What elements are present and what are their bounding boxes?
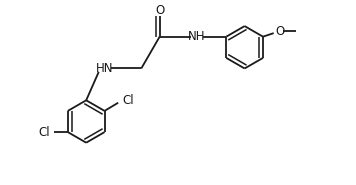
Text: O: O: [275, 25, 284, 38]
Text: Cl: Cl: [122, 94, 134, 107]
Text: NH: NH: [188, 30, 205, 43]
Text: HN: HN: [96, 62, 113, 75]
Text: Cl: Cl: [39, 126, 50, 139]
Text: O: O: [155, 4, 164, 17]
